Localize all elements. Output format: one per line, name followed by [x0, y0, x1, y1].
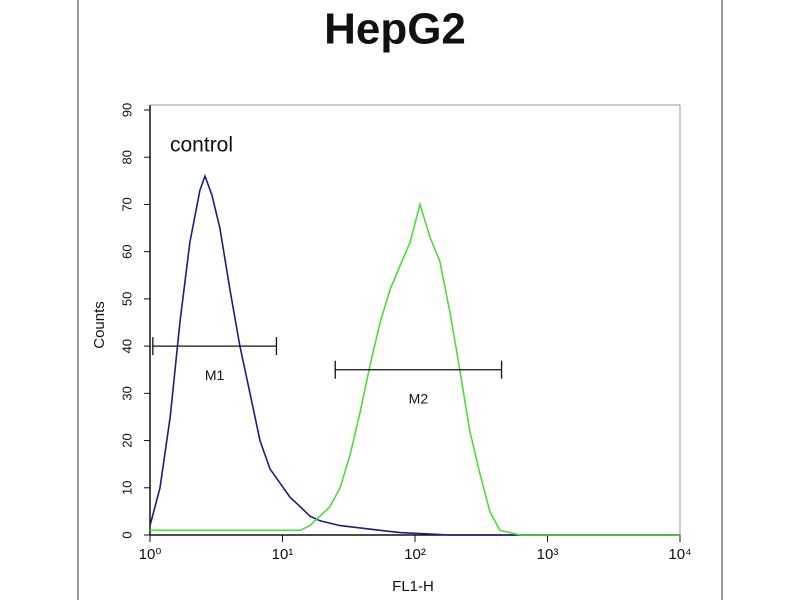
x-axis-label: FL1-H: [392, 578, 434, 595]
y-tick-label: 20: [119, 433, 134, 447]
x-tick-label: 10⁴: [668, 546, 691, 563]
frame: [77, 0, 723, 600]
x-tick-label: 10¹: [272, 546, 294, 563]
chart-title: HepG2: [324, 5, 466, 54]
x-tick-label: 10⁰: [139, 546, 162, 563]
y-tick-label: 80: [119, 150, 134, 164]
series-line: [150, 201, 680, 536]
x-tick-label: 10²: [404, 546, 426, 563]
series-line: [149, 173, 680, 536]
y-tick-label: 40: [119, 339, 134, 353]
y-tick-label: 10: [119, 481, 134, 495]
marker-label: M2: [409, 390, 429, 406]
y-tick-label: 70: [119, 197, 134, 211]
x-tick-label: 10³: [537, 546, 559, 563]
y-tick-label: 90: [119, 103, 134, 117]
y-tick-label: 0: [119, 531, 134, 538]
y-axis-label: Counts: [91, 301, 108, 349]
y-tick-label: 30: [119, 386, 134, 400]
series-label: control: [170, 134, 233, 157]
y-tick-label: 50: [119, 292, 134, 306]
y-tick-label: 60: [119, 244, 134, 258]
marker-label: M1: [205, 367, 225, 383]
